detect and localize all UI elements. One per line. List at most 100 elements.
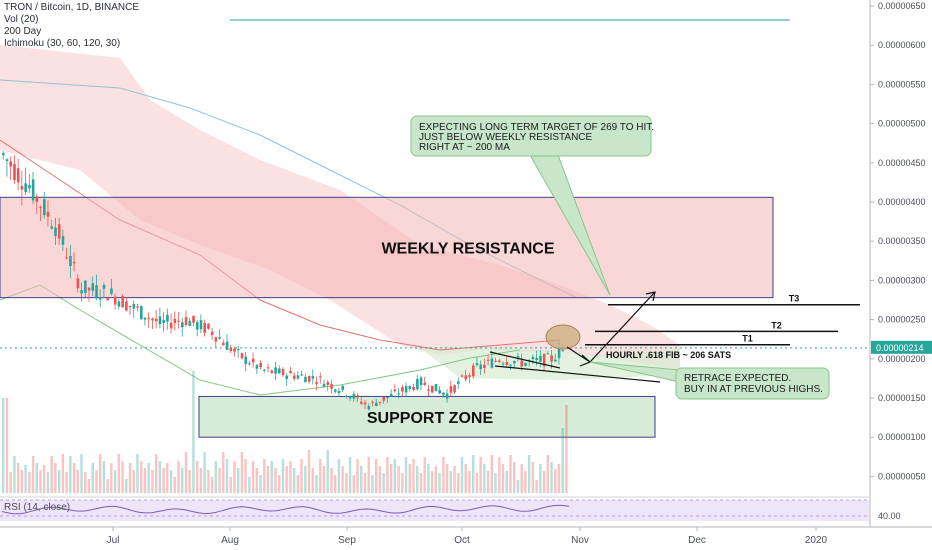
- candle[interactable]: [31, 179, 35, 201]
- candle[interactable]: [248, 363, 251, 365]
- candle[interactable]: [136, 306, 139, 308]
- candle[interactable]: [61, 236, 65, 245]
- candle[interactable]: [35, 196, 39, 202]
- candle[interactable]: [524, 362, 527, 366]
- candle[interactable]: [91, 283, 95, 291]
- candle[interactable]: [296, 375, 300, 379]
- candle[interactable]: [498, 360, 501, 362]
- candle[interactable]: [389, 393, 393, 397]
- candle[interactable]: [214, 337, 218, 342]
- candle[interactable]: [416, 378, 419, 390]
- callout-box-retrace[interactable]: [675, 367, 830, 400]
- candle[interactable]: [307, 375, 311, 382]
- candle[interactable]: [423, 382, 427, 386]
- candle[interactable]: [274, 367, 277, 374]
- candle[interactable]: [13, 164, 16, 181]
- candle[interactable]: [539, 355, 542, 362]
- candle[interactable]: [535, 357, 538, 361]
- candle[interactable]: [457, 381, 460, 384]
- candle[interactable]: [251, 358, 255, 363]
- candle[interactable]: [255, 365, 259, 369]
- candle[interactable]: [546, 353, 550, 355]
- candle[interactable]: [378, 401, 382, 403]
- candle[interactable]: [43, 199, 46, 216]
- candle[interactable]: [57, 224, 61, 239]
- candle[interactable]: [158, 316, 162, 325]
- candle[interactable]: [166, 314, 169, 322]
- candle[interactable]: [143, 317, 147, 320]
- candle[interactable]: [520, 360, 524, 367]
- candle[interactable]: [438, 390, 442, 394]
- candle[interactable]: [483, 364, 486, 368]
- highlight-ellipse[interactable]: [545, 324, 581, 350]
- candle[interactable]: [341, 385, 345, 390]
- candle[interactable]: [315, 382, 318, 384]
- candle[interactable]: [505, 361, 509, 365]
- support-zone[interactable]: [198, 395, 656, 438]
- candle[interactable]: [87, 287, 91, 291]
- candle[interactable]: [382, 397, 386, 401]
- candle[interactable]: [236, 349, 240, 351]
- candle[interactable]: [113, 296, 117, 305]
- candle[interactable]: [46, 211, 50, 217]
- candle[interactable]: [98, 297, 102, 300]
- candle[interactable]: [513, 360, 516, 364]
- candle[interactable]: [244, 356, 248, 364]
- candle[interactable]: [117, 301, 121, 307]
- candle[interactable]: [419, 377, 423, 386]
- candle[interactable]: [464, 375, 468, 380]
- candle[interactable]: [386, 396, 389, 398]
- candle[interactable]: [561, 350, 565, 352]
- candle[interactable]: [322, 383, 326, 387]
- candle[interactable]: [80, 290, 83, 294]
- callout-box-target[interactable]: [410, 115, 652, 157]
- candle[interactable]: [2, 153, 5, 156]
- candle[interactable]: [207, 323, 210, 329]
- candle[interactable]: [363, 402, 367, 405]
- candle[interactable]: [304, 376, 307, 383]
- candle[interactable]: [199, 320, 203, 330]
- candle[interactable]: [69, 255, 72, 267]
- candle[interactable]: [173, 318, 177, 323]
- candle[interactable]: [270, 370, 274, 374]
- candle[interactable]: [289, 370, 292, 374]
- weekly-resistance-zone[interactable]: [0, 196, 774, 299]
- candle[interactable]: [460, 375, 464, 377]
- candle[interactable]: [140, 306, 143, 320]
- candle[interactable]: [263, 369, 266, 371]
- candle[interactable]: [442, 392, 445, 395]
- candle[interactable]: [24, 183, 27, 192]
- candle[interactable]: [427, 389, 430, 391]
- candle[interactable]: [125, 301, 128, 311]
- candle[interactable]: [192, 315, 195, 323]
- candle[interactable]: [281, 368, 285, 376]
- candle[interactable]: [184, 317, 188, 326]
- candle[interactable]: [28, 184, 31, 189]
- price-axis[interactable]: [870, 0, 932, 550]
- candle[interactable]: [453, 385, 456, 393]
- candle[interactable]: [292, 375, 296, 379]
- candle[interactable]: [471, 365, 475, 377]
- candle[interactable]: [132, 303, 136, 309]
- candle[interactable]: [393, 389, 397, 392]
- candle[interactable]: [151, 318, 154, 321]
- candle[interactable]: [408, 386, 412, 389]
- candle[interactable]: [285, 375, 289, 380]
- candle[interactable]: [516, 356, 520, 358]
- candle[interactable]: [95, 285, 98, 298]
- candle[interactable]: [54, 227, 57, 237]
- candle[interactable]: [218, 337, 221, 339]
- candle[interactable]: [326, 382, 330, 385]
- candle[interactable]: [106, 298, 110, 301]
- candle[interactable]: [72, 261, 76, 264]
- candle[interactable]: [39, 206, 42, 208]
- candle[interactable]: [210, 331, 214, 336]
- candle[interactable]: [449, 386, 453, 393]
- candle[interactable]: [222, 342, 225, 346]
- candle[interactable]: [360, 401, 363, 404]
- candle[interactable]: [412, 386, 415, 390]
- candle[interactable]: [300, 374, 303, 376]
- candle[interactable]: [229, 347, 233, 352]
- candle[interactable]: [16, 168, 20, 183]
